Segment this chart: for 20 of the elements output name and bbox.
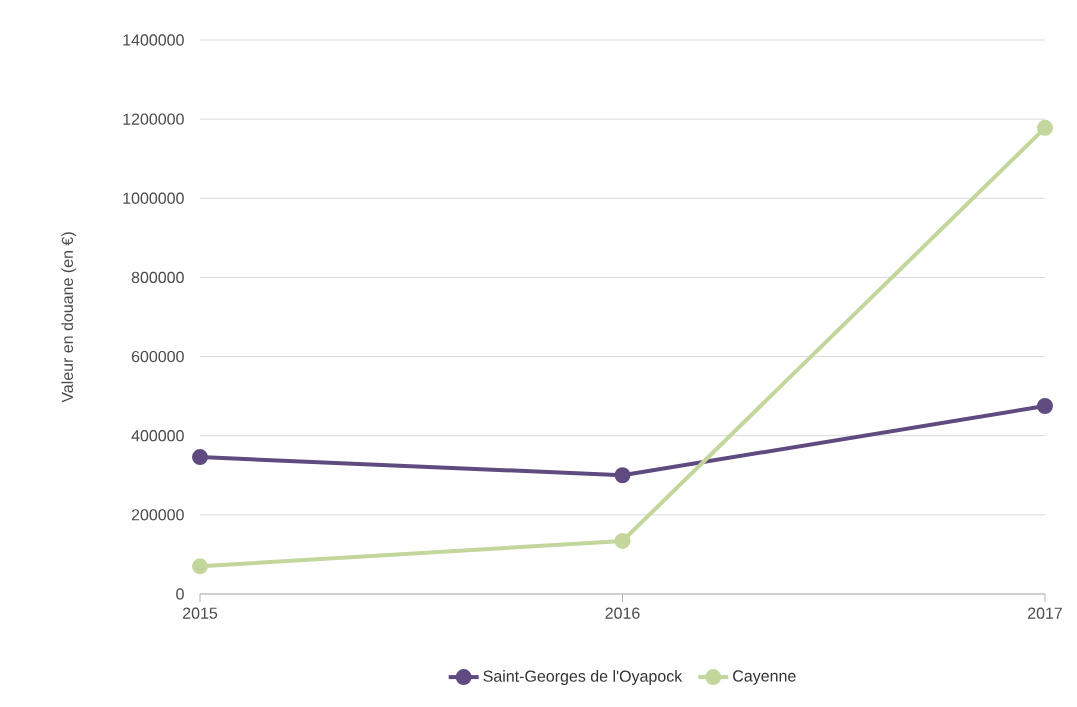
x-tick-label: 2015 [183, 607, 218, 619]
y-tick-label: 1200000 [123, 113, 184, 125]
y-axis-title: Valeur en douane (en €) [61, 232, 77, 403]
x-tick-label: 2017 [1028, 607, 1062, 619]
y-tick-label: 1400000 [123, 34, 184, 46]
y-tick-label: 400000 [131, 430, 184, 442]
point [614, 532, 631, 549]
point [1037, 119, 1053, 136]
legend-label: Saint-Georges de l'Oyapock [483, 670, 683, 685]
y-tick-label: 0 [176, 588, 184, 600]
y-tick-label: 800000 [131, 271, 184, 284]
point [192, 449, 209, 466]
legend-label: Cayenne [733, 670, 796, 685]
point [614, 467, 631, 484]
y-tick-label: 600000 [131, 350, 184, 363]
y-tick-label: 1000000 [123, 192, 184, 204]
point [1037, 398, 1053, 415]
x-tick-label: 2016 [605, 607, 640, 619]
y-tick-label: 200000 [131, 509, 184, 521]
point [192, 558, 209, 575]
